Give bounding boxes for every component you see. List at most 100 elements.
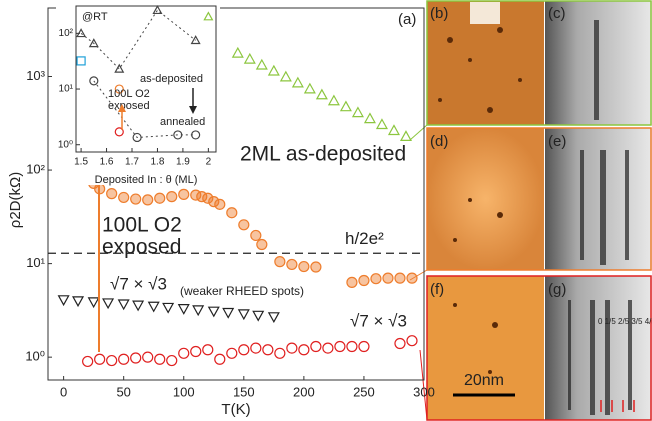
marker — [299, 262, 309, 272]
marker — [95, 354, 105, 364]
marker — [155, 193, 165, 203]
marker — [179, 189, 189, 199]
marker — [275, 348, 285, 358]
reference-label: h/2e² — [345, 229, 384, 248]
x-tick-label: 200 — [293, 384, 315, 399]
y-tick-label: 10² — [26, 162, 45, 177]
marker — [103, 299, 113, 308]
figure: (b) (c) (d) (e) (f) (g) 20nm 0 1/5 2/5 3… — [0, 0, 652, 421]
marker — [119, 192, 129, 202]
marker — [119, 300, 129, 309]
marker — [251, 343, 261, 353]
marker — [365, 114, 375, 123]
marker — [179, 348, 189, 358]
marker — [347, 342, 357, 352]
panel-label: (g) — [548, 281, 566, 298]
marker — [167, 192, 177, 202]
marker — [389, 125, 399, 134]
y-tick-label: 10² — [59, 28, 74, 39]
marker — [305, 84, 315, 93]
marker — [287, 343, 297, 353]
annotation: √7 × √3 — [350, 311, 407, 330]
marker — [401, 131, 411, 140]
marker — [395, 338, 405, 348]
inset-annotation: @RT — [82, 11, 108, 23]
y-tick-label: 10⁰ — [25, 349, 45, 364]
inset-annotation: 100L O2 — [108, 88, 150, 100]
x-tick-label: 0 — [60, 384, 67, 399]
annotation: 100L O2 — [102, 214, 182, 237]
x-tick-label: 1.5 — [74, 157, 88, 168]
marker — [227, 208, 237, 218]
marker — [149, 302, 159, 311]
marker — [107, 189, 117, 199]
marker — [167, 356, 177, 366]
marker — [209, 307, 219, 316]
marker — [215, 199, 225, 209]
marker — [341, 102, 351, 111]
x-tick-label: 1.6 — [100, 157, 114, 168]
marker — [347, 277, 357, 287]
marker — [263, 345, 273, 355]
rheed-fractions: 0 1/5 2/5 3/5 4/5 1 — [598, 317, 652, 326]
marker — [407, 273, 417, 283]
marker — [223, 309, 233, 318]
marker — [257, 60, 267, 69]
marker — [155, 354, 165, 364]
x-tick-label: 50 — [116, 384, 130, 399]
x-tick-label: 1.9 — [176, 157, 190, 168]
marker — [107, 356, 117, 366]
image-panels — [410, 1, 652, 420]
marker — [293, 78, 303, 87]
marker — [191, 346, 201, 356]
x-tick-label: 100 — [173, 384, 195, 399]
marker — [239, 345, 249, 355]
marker — [239, 220, 249, 230]
annotation: √7 × √3 — [110, 274, 167, 293]
inset-annotation: as-deposited — [140, 73, 203, 85]
marker — [239, 310, 249, 319]
marker — [215, 354, 225, 364]
x-tick-label: 300 — [413, 384, 435, 399]
marker — [269, 66, 279, 75]
marker — [73, 297, 83, 306]
marker — [383, 273, 393, 283]
marker — [311, 342, 321, 352]
panel-label: (f) — [430, 281, 444, 298]
marker — [131, 194, 141, 204]
x-tick-label: 150 — [233, 384, 255, 399]
marker — [203, 345, 213, 355]
marker — [163, 303, 173, 312]
panel-label: (d) — [430, 133, 448, 150]
marker — [257, 240, 267, 250]
y-tick-label: 10³ — [26, 68, 45, 83]
x-tick-label: 2 — [206, 157, 212, 168]
marker — [131, 353, 141, 363]
panel-label: (b) — [430, 5, 448, 22]
x-tick-label: 250 — [353, 384, 375, 399]
marker — [89, 298, 99, 307]
inset-x-label: Deposited In : θ (ML) — [95, 174, 198, 186]
marker — [299, 345, 309, 355]
y-tick-label: 10⁰ — [58, 139, 73, 150]
marker — [359, 275, 369, 285]
x-axis-label: T(K) — [221, 401, 250, 418]
marker — [227, 348, 237, 358]
marker — [371, 274, 381, 284]
marker — [329, 96, 339, 105]
inset-annotation: annealed — [160, 116, 205, 128]
x-tick-label: 1.8 — [151, 157, 165, 168]
annotation: (a) — [398, 11, 416, 28]
annotation: exposed — [102, 236, 181, 259]
annotation: 2ML as-deposited — [240, 143, 406, 166]
marker — [269, 313, 279, 322]
panel-label: (c) — [548, 5, 566, 22]
marker — [83, 356, 93, 366]
marker — [287, 259, 297, 269]
marker — [335, 342, 345, 352]
stm-image — [427, 276, 544, 420]
marker — [119, 354, 129, 364]
marker — [179, 305, 189, 314]
marker — [353, 108, 363, 117]
y-tick-label: 10¹ — [26, 255, 45, 270]
